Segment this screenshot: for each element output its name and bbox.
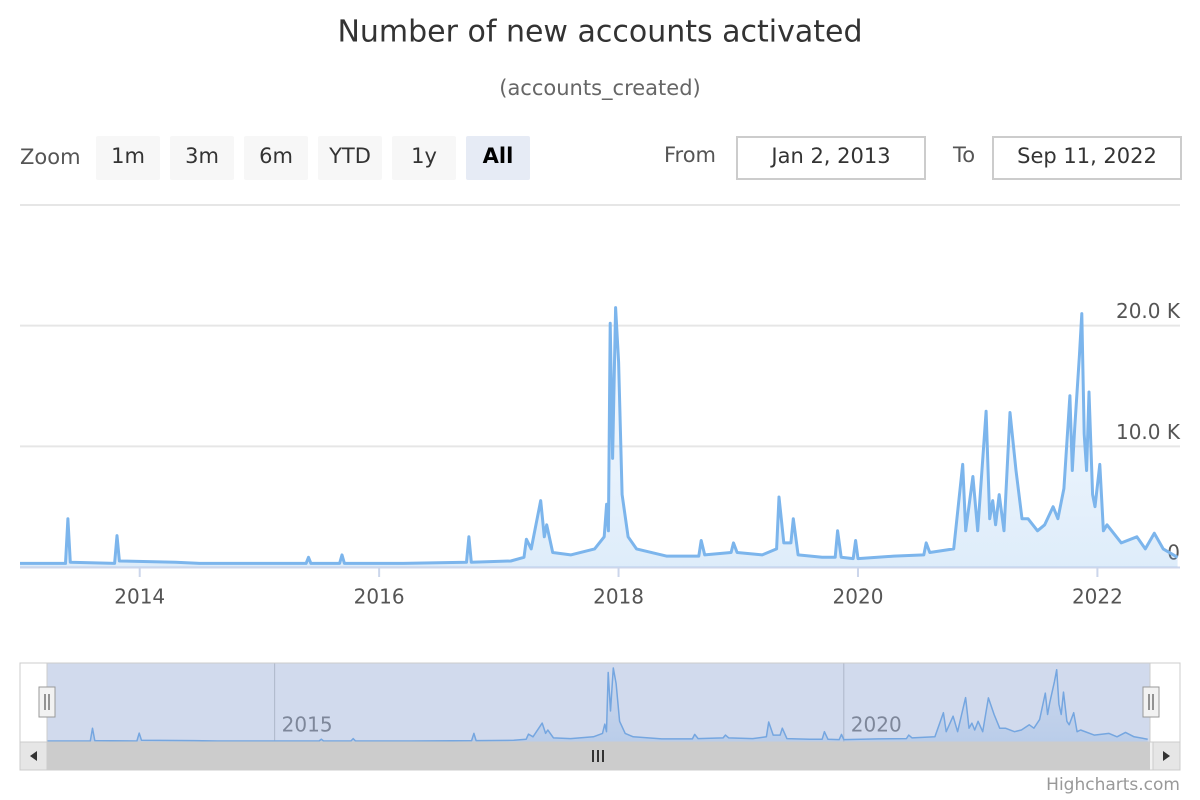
zoom-button[interactable] [392,136,456,180]
x-tick-label: 2014 [114,585,165,609]
zoom-button-label[interactable]: 6m [259,144,293,168]
zoom-button-label[interactable]: 3m [185,144,219,168]
to-date[interactable]: Sep 11, 2022 [1017,144,1157,168]
from-date[interactable]: Jan 2, 2013 [769,144,890,168]
from-input[interactable] [736,136,926,180]
navigator-tick-label: 2020 [851,713,902,737]
y-tick-label: 20.0 K [1116,299,1181,323]
zoom-button[interactable] [318,136,382,180]
range-buttons: 1m 3m 6m YTD 1y All [96,136,530,180]
zoom-button-label[interactable]: 1y [411,144,437,168]
zoom-label: Zoom [20,145,81,169]
x-tick-label: 2020 [833,585,884,609]
series-line [20,306,1179,565]
y-tick-label: 10.0 K [1116,420,1181,444]
to-input[interactable] [992,136,1182,180]
area-fill [47,668,1148,742]
handle-grip [44,694,50,710]
navigator-handle-left[interactable] [38,686,56,718]
zoom-button[interactable] [466,136,530,180]
area-fill [20,307,1178,567]
zoom-button-label[interactable]: YTD [328,144,371,168]
x-tick-label: 2016 [354,585,405,609]
series-line [47,667,1148,742]
from-label: From [664,143,716,167]
credits[interactable]: Highcharts.com [1046,775,1180,795]
zoom-button[interactable] [244,136,308,180]
navigator-tick-label: 2015 [282,713,333,737]
handle-grip [1148,694,1154,710]
zoom-button-label[interactable]: 1m [111,144,145,168]
x-tick-label: 2022 [1072,585,1123,609]
zoom-button[interactable] [170,136,234,180]
navigator: 2015 2020 [47,663,1148,742]
chart-subtitle: (accounts_created) [499,76,700,101]
navigator-mask[interactable] [46,662,1151,743]
arrow-right [1163,751,1170,761]
navigator-handle-right[interactable] [1142,686,1160,718]
scrollbar-grip [592,750,604,762]
zoom-button[interactable] [96,136,160,180]
to-label: To [952,143,975,167]
arrow-left [30,751,37,761]
x-tick-label: 2018 [593,585,644,609]
zoom-button-label[interactable]: All [483,144,514,168]
chart-title: Number of new accounts activated [337,15,862,50]
